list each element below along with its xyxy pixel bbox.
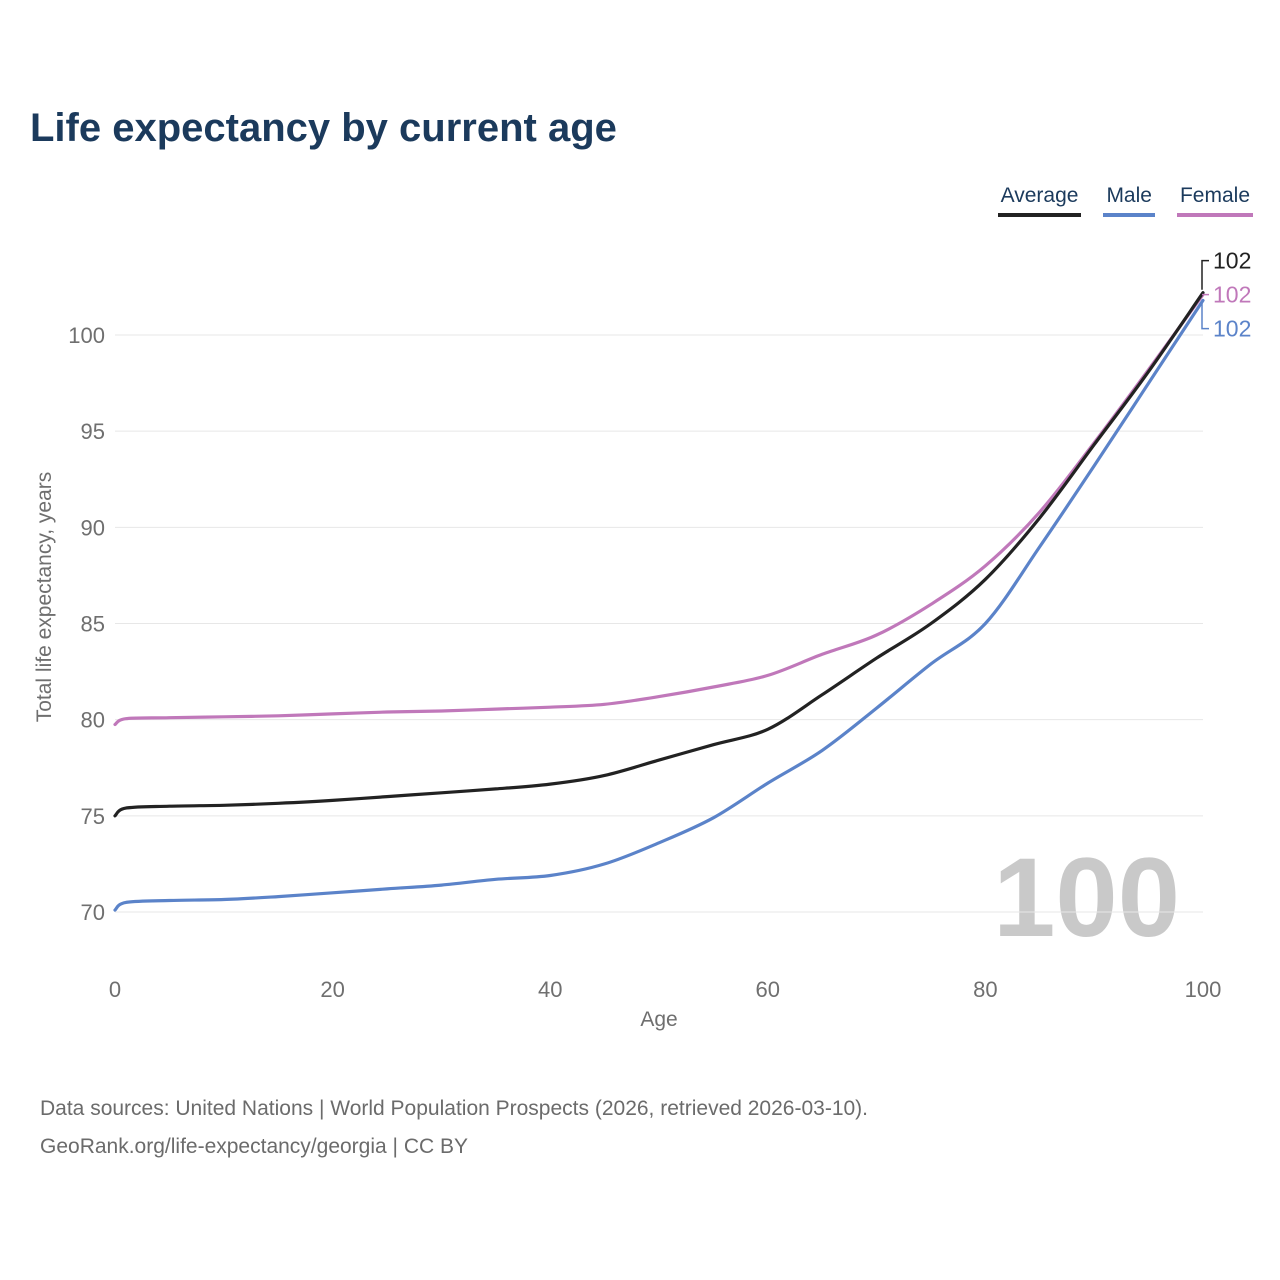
legend-label-average: Average — [1000, 184, 1079, 207]
y-tick-label-90: 90 — [81, 515, 105, 540]
x-tick-label-0: 0 — [109, 977, 121, 1002]
y-tick-label-75: 75 — [81, 804, 105, 829]
x-tick-label-80: 80 — [973, 977, 997, 1002]
legend-item-average[interactable]: Average — [997, 184, 1082, 217]
x-tick-label-100: 100 — [1185, 977, 1222, 1002]
end-label-connector-male — [1201, 303, 1209, 330]
legend-label-male: Male — [1106, 184, 1152, 207]
series-line-female[interactable] — [113, 293, 1205, 727]
watermark-100: 100 — [993, 835, 1180, 960]
y-axis-title: Total life expectancy, years — [33, 471, 56, 723]
legend-item-female[interactable]: Female — [1176, 184, 1253, 217]
x-tick-label-40: 40 — [538, 977, 562, 1002]
legend-item-male[interactable]: Male — [1103, 184, 1155, 217]
y-tick-label-70: 70 — [81, 900, 105, 925]
footer-link-license: GeoRank.org/life-expectancy/georgia | CC… — [40, 1135, 468, 1158]
x-tick-label-20: 20 — [320, 977, 344, 1002]
y-tick-label-95: 95 — [81, 419, 105, 444]
y-tick-label-85: 85 — [81, 612, 105, 637]
x-tick-label-60: 60 — [756, 977, 780, 1002]
end-label-connector-average — [1201, 259, 1209, 290]
footer-data-sources: Data sources: United Nations | World Pop… — [40, 1097, 869, 1120]
y-tick-label-80: 80 — [81, 708, 105, 733]
end-value-label-female: 102 — [1213, 282, 1251, 308]
line-chart: 70 75 80 85 90 95 100 0 20 40 60 80 100 102 102 102 — [68, 248, 1251, 1002]
series-line-average[interactable] — [113, 291, 1205, 818]
chart-legend: Average Male Female — [997, 184, 1253, 217]
page-title: Life expectancy by current age — [30, 106, 617, 150]
y-tick-label-100: 100 — [68, 323, 105, 348]
footer: Data sources: United Nations | World Pop… — [40, 1090, 1240, 1166]
x-axis-title: Age — [640, 1008, 678, 1031]
series-line-male[interactable] — [113, 298, 1205, 912]
end-value-label-average: 102 — [1213, 248, 1251, 274]
legend-label-female: Female — [1179, 184, 1250, 207]
end-value-label-male: 102 — [1213, 316, 1251, 342]
